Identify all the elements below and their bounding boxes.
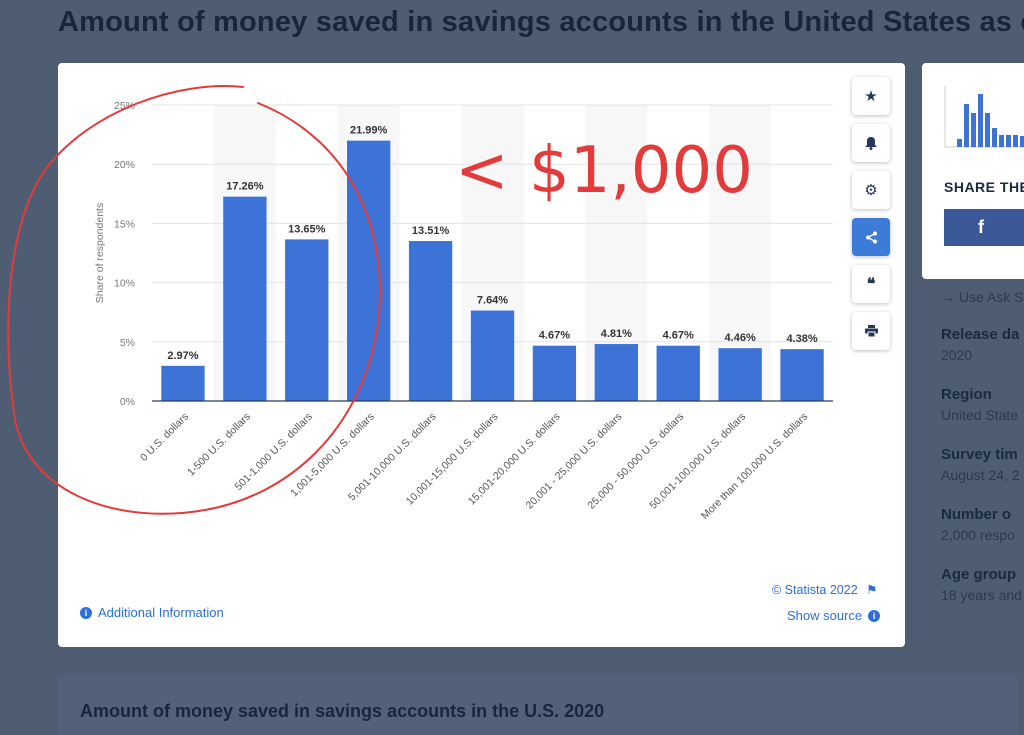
page-title: Amount of money saved in savings account… — [58, 6, 1024, 38]
additional-information-label: Additional Information — [98, 605, 224, 620]
bar — [408, 241, 453, 401]
meta-value: United State — [941, 407, 1019, 423]
x-tick-label: More than 100,000 U.S. dollars — [699, 411, 810, 522]
data-label: 2.97% — [167, 350, 198, 362]
data-label: 4.67% — [663, 330, 694, 342]
meta-number-respondents: Number o 2,000 respo — [941, 506, 1015, 543]
data-label: 4.38% — [786, 333, 817, 345]
y-axis-label: Share of respondents — [94, 203, 106, 303]
x-tick-label: 1-500 U.S. dollars — [185, 411, 253, 479]
share-title: SHARE THE — [944, 179, 1024, 195]
notification-button[interactable] — [852, 124, 890, 162]
data-label: 13.51% — [412, 225, 450, 237]
meta-value: 18 years and — [941, 587, 1022, 603]
bar — [161, 365, 205, 401]
info-icon: i — [868, 609, 881, 622]
meta-label: Region — [941, 386, 992, 403]
x-tick-label: 0 U.S. dollars — [138, 411, 191, 464]
y-tick-label: 5% — [120, 337, 135, 349]
bell-icon — [865, 136, 877, 150]
use-ask-link[interactable]: → Use Ask S — [941, 289, 1024, 305]
flag-icon: ⚑ — [866, 583, 878, 597]
settings-button[interactable]: ⚙ — [852, 171, 890, 209]
data-label: 7.64% — [477, 295, 508, 307]
bar — [223, 196, 267, 401]
star-icon: ★ — [864, 88, 878, 105]
data-label: 4.81% — [601, 328, 632, 340]
bar — [532, 345, 577, 401]
data-label: 17.26% — [226, 181, 264, 193]
data-label: 13.65% — [288, 223, 326, 235]
meta-region: Region United State — [941, 386, 1018, 423]
bar-chart: 0% 5% 10% 15% 20% 25% Share of respondents 2.97… — [94, 100, 833, 522]
favorite-button[interactable]: ★ — [852, 77, 890, 115]
print-button[interactable] — [852, 312, 890, 350]
cite-button[interactable]: ❝ — [852, 265, 890, 303]
meta-value: August 24, 2 — [941, 467, 1020, 483]
meta-release-date: Release da 2020 — [941, 326, 1019, 363]
related-statistic-card — [58, 675, 1018, 735]
meta-value: 2020 — [941, 347, 973, 363]
print-icon — [864, 325, 878, 337]
meta-label: Age group — [941, 566, 1016, 583]
meta-survey-time: Survey tim August 24, 2 — [941, 446, 1020, 483]
y-tick-label: 25% — [114, 100, 135, 112]
bar — [347, 140, 391, 401]
share-icon — [865, 231, 877, 243]
gear-icon: ⚙ — [864, 182, 878, 199]
y-tick-label: 0% — [120, 396, 135, 408]
facebook-icon: f — [978, 217, 984, 237]
additional-information-link[interactable]: i Additional Information — [80, 605, 224, 620]
chart-thumbnail[interactable] — [944, 86, 1024, 148]
y-tick-label: 15% — [114, 218, 135, 230]
show-source-link[interactable]: Show source i — [787, 608, 881, 623]
show-source-label: Show source — [787, 608, 863, 623]
data-label: 21.99% — [350, 125, 388, 137]
meta-label: Number o — [941, 506, 1012, 523]
share-panel — [922, 63, 1024, 279]
y-tick-label: 20% — [114, 159, 135, 171]
bar — [718, 348, 762, 401]
bar — [285, 239, 329, 401]
data-label: 4.46% — [725, 332, 756, 344]
data-label: 4.67% — [539, 330, 570, 342]
bar — [656, 345, 700, 401]
related-statistic-title[interactable]: Amount of money saved in savings account… — [80, 701, 605, 721]
copyright-link[interactable]: © Statista 2022 ⚑ — [772, 582, 877, 597]
y-tick-label: 10% — [114, 278, 135, 290]
facebook-share-button[interactable]: f — [944, 209, 1024, 246]
meta-value: 2,000 respo — [941, 527, 1015, 543]
copyright-label: © Statista 2022 — [772, 583, 858, 597]
meta-label: Release da — [941, 326, 1020, 343]
bar — [780, 349, 824, 401]
bar — [594, 344, 638, 401]
share-button[interactable] — [852, 218, 890, 256]
bar — [470, 310, 515, 401]
quote-icon: ❝ — [866, 276, 876, 293]
info-icon: i — [80, 606, 92, 619]
meta-label: Survey tim — [941, 446, 1018, 463]
meta-age-group: Age group 18 years and — [941, 566, 1022, 603]
